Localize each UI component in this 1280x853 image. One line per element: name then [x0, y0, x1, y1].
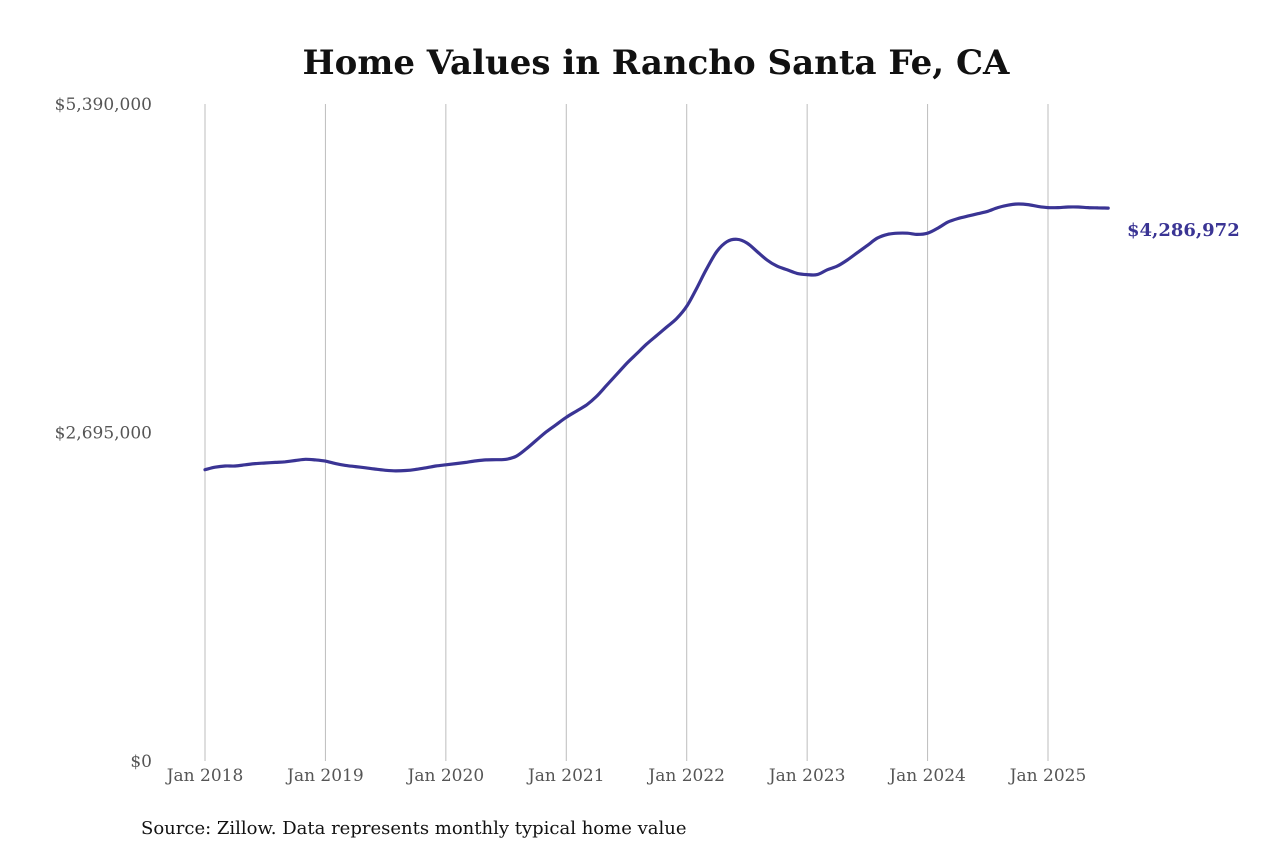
y-tick-label: $0: [130, 752, 152, 772]
x-tick-label: Jan 2022: [646, 766, 725, 786]
x-tick-label: Jan 2025: [1008, 766, 1087, 786]
chart-title: Home Values in Rancho Santa Fe, CA: [303, 43, 1010, 83]
y-axis-ticks: $0 $2,695,000 $5,390,000: [55, 95, 152, 772]
series-line: [203, 202, 1110, 473]
source-note: Source: Zillow. Data represents monthly …: [141, 818, 687, 839]
x-tick-label: Jan 2023: [767, 766, 846, 786]
series-group: [203, 202, 1110, 473]
end-value-label: $4,286,972: [1127, 220, 1240, 241]
x-tick-label: Jan 2019: [285, 766, 364, 786]
x-tick-label: Jan 2024: [887, 766, 966, 786]
x-axis-ticks: Jan 2018 Jan 2019 Jan 2020 Jan 2021 Jan 2022…: [165, 766, 1087, 786]
x-tick-label: Jan 2020: [406, 766, 485, 786]
y-tick-label: $5,390,000: [55, 95, 152, 115]
x-tick-label: Jan 2018: [165, 766, 244, 786]
y-tick-label: $2,695,000: [55, 424, 152, 444]
x-tick-label: Jan 2021: [526, 766, 605, 786]
gridlines: [204, 104, 1049, 761]
